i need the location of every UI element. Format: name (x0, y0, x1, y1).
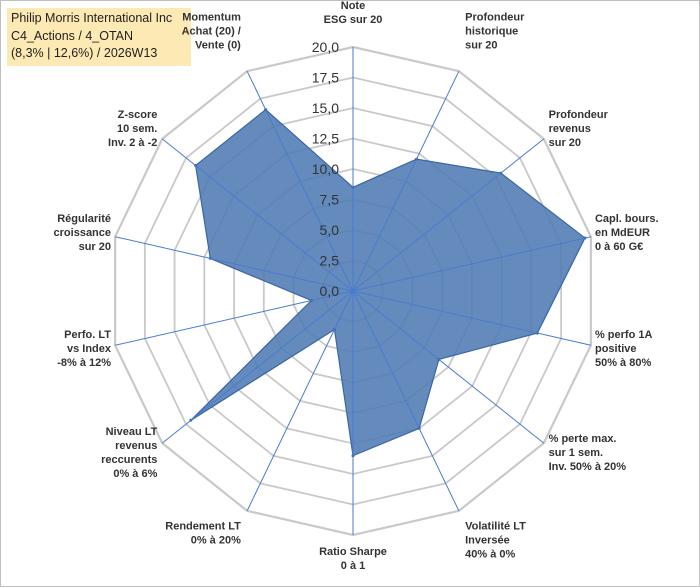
spoke-line (352, 290, 460, 512)
chart-title-portfolio: C4_Actions / 4_OTAN (11, 28, 134, 43)
axis-label: % perte max. sur 1 sem. Inv. 50% à 20% (549, 433, 627, 473)
chart-title-company: Philip Morris International Inc (11, 11, 173, 25)
axis-label-line: Z-score (118, 109, 158, 121)
axis-label: Niveau LT revenus reccurents 0% à 6% (101, 426, 158, 480)
axis-label: Perfo. LT vs Index -8% à 12% (57, 329, 112, 369)
axis-label-line: vs Index (67, 343, 112, 355)
spoke-line (161, 290, 354, 444)
axis-label-line: sur 1 sem. (549, 447, 603, 459)
axis-label-line: Rendement LT (165, 520, 241, 532)
axis-label: Note ESG sur 20 (324, 0, 383, 26)
axis-label-line: Régularité (57, 213, 111, 225)
radar-tick-labels: 0,0 2,5 5,0 7,5 10,0 12,5 15,0 17,5 20,0 (312, 39, 339, 299)
chart-title-period: (8,3% | 12,6%) / 2026W13 (11, 46, 158, 60)
tick-label: 0,0 (320, 283, 340, 299)
axis-label: Capl. bours. en MdEUR 0 à 60 G€ (595, 213, 659, 253)
radar-spokes (115, 47, 591, 535)
spoke-line (246, 290, 354, 512)
axis-label-line: Profondeur (549, 109, 609, 121)
tick-label: 17,5 (312, 70, 339, 86)
axis-label-line: Ratio Sharpe (319, 546, 387, 558)
axis-label-line: Note (341, 0, 365, 12)
spoke-line (115, 236, 354, 292)
tick-label: 20,0 (312, 39, 339, 55)
tick-label: 10,0 (312, 161, 339, 177)
axis-label-line: Momentum (182, 12, 241, 24)
axis-label-line: Achat (20) / (182, 26, 241, 38)
spoke-line (352, 236, 591, 292)
tick-label: 7,5 (320, 192, 340, 208)
axis-label: Momentum Achat (20) / Vente (0) (182, 12, 242, 52)
spoke-line (352, 290, 545, 444)
axis-label-line: ESG sur 20 (324, 14, 383, 26)
axis-label-line: Inversée (465, 534, 510, 546)
spoke-line (352, 290, 591, 346)
axis-label-line: Niveau LT (106, 426, 158, 438)
axis-label-line: reccurents (101, 454, 157, 466)
axis-label: Ratio Sharpe 0 à 1 (319, 546, 387, 572)
axis-label-line: sur 20 (79, 241, 111, 253)
axis-label-line: croissance (54, 227, 111, 239)
axis-label-line: Perfo. LT (64, 329, 111, 341)
axis-label-line: sur 20 (549, 137, 581, 149)
tick-label: 15,0 (312, 100, 339, 116)
tick-label: 5,0 (320, 222, 340, 238)
spoke-line (115, 290, 354, 346)
axis-label-line: Capl. bours. (595, 213, 659, 225)
chart-title-box: Philip Morris International Inc C4_Actio… (7, 8, 191, 66)
axis-label-line: Inv. 2 à -2 (108, 137, 157, 149)
axis-label-line: % perte max. (549, 433, 617, 445)
axis-label-line: -8% à 12% (57, 357, 111, 369)
axis-label-line: Volatilité LT (465, 520, 526, 532)
axis-label-line: sur 20 (465, 40, 497, 52)
axis-label-line: 40% à 0% (465, 548, 515, 560)
axis-label: Profondeur historique sur 20 (465, 12, 525, 52)
axis-label-line: historique (465, 26, 518, 38)
spoke-line (352, 138, 545, 292)
axis-label: Volatilité LT Inversée 40% à 0% (465, 520, 526, 560)
axis-label-line: 50% à 80% (595, 357, 651, 369)
axis-label-line: 0 à 1 (341, 560, 365, 572)
spoke-line (352, 70, 460, 292)
axis-label-line: Vente (0) (195, 40, 241, 52)
radar-axis-labels: Note ESG sur 20 Profondeur historique sur 20… (54, 0, 659, 572)
axis-label-line: positive (595, 343, 637, 355)
axis-label-line: en MdEUR (595, 227, 650, 239)
axis-label-line: 10 sem. (117, 123, 157, 135)
axis-label: Z-score 10 sem. Inv. 2 à -2 (108, 109, 157, 149)
tick-label: 2,5 (320, 253, 340, 269)
axis-label: % perfo 1A positive 50% à 80% (595, 329, 653, 369)
axis-label-line: revenus (115, 440, 157, 452)
tick-label: 12,5 (312, 131, 339, 147)
axis-label-line: 0% à 6% (113, 468, 157, 480)
axis-label: Rendement LT 0% à 20% (165, 520, 241, 546)
axis-label: Régularité croissance sur 20 (54, 213, 111, 253)
axis-label-line: 0 à 60 G€ (595, 241, 643, 253)
axis-label-line: revenus (549, 123, 591, 135)
axis-label-line: Inv. 50% à 20% (549, 461, 627, 473)
spoke-line (246, 70, 354, 292)
axis-label-line: Profondeur (465, 12, 525, 24)
axis-label-line: 0% à 20% (191, 534, 241, 546)
spoke-line (161, 138, 354, 292)
axis-label-line: % perfo 1A (595, 329, 653, 341)
axis-label: Profondeur revenus sur 20 (549, 109, 609, 149)
